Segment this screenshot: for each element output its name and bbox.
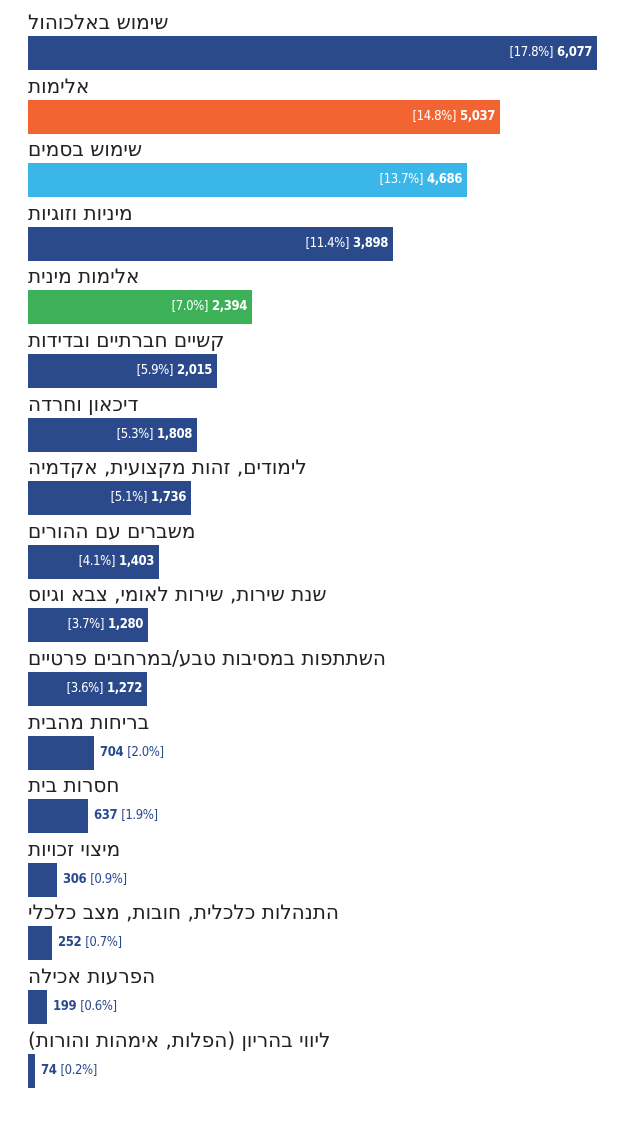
count-label: 74 — [41, 1062, 57, 1078]
bar — [28, 1053, 35, 1088]
value-label: [3.6%] 1,272 — [66, 672, 143, 706]
bar — [28, 163, 467, 198]
percent-label: [17.8%] — [509, 45, 554, 60]
count-label: 1,808 — [157, 426, 192, 442]
percent-label: [2.0%] — [127, 744, 164, 760]
percent-label: [13.7%] — [379, 172, 424, 188]
category-label: התנהלות כלכלית, חובות, מצב כלכלי — [28, 900, 339, 925]
count-label: 637 — [94, 808, 118, 824]
category-label: אלימות מינית — [28, 264, 140, 289]
value-label: 252 [0.7%] — [58, 926, 122, 960]
percent-label: [3.6%] — [66, 681, 104, 696]
bar — [28, 735, 94, 770]
category-label: שימוש באלכוהול — [28, 10, 169, 34]
bar — [28, 608, 148, 643]
count-label: 2,015 — [177, 363, 212, 378]
percent-label: [5.3%] — [116, 426, 154, 442]
category-label: שנת שירות, שירות לאומי, צבא וגיוס — [28, 582, 327, 607]
value-label: [4.1%] 1,403 — [78, 545, 155, 579]
category-label: בריחות מהבית — [28, 709, 150, 734]
category-label: מיניות וזוגיות — [28, 200, 133, 225]
count-label: 1,736 — [151, 490, 186, 506]
count-label: 1,280 — [108, 617, 143, 633]
bar — [28, 862, 57, 897]
percent-label: [7.0%] — [171, 299, 209, 315]
value-label: [11.4%] 3,898 — [305, 227, 389, 261]
bar — [28, 990, 47, 1024]
value-label: [5.1%] 1,736 — [110, 481, 187, 515]
bar — [28, 926, 52, 961]
category-label: השתתפות במסיבות טבע/במרחבים פרטיים — [28, 646, 386, 670]
bar — [28, 417, 197, 452]
value-label: [14.8%] 5,037 — [412, 100, 496, 134]
bar — [28, 799, 88, 834]
value-label: [5.9%] 2,015 — [136, 354, 213, 388]
percent-label: [5.9%] — [136, 363, 174, 378]
category-label: אלימות — [28, 73, 90, 98]
bar — [28, 544, 159, 579]
percent-label: [1.9%] — [121, 808, 158, 824]
category-label: חסרות בית — [28, 773, 120, 798]
count-label: 3,898 — [353, 235, 388, 251]
bar — [28, 99, 500, 134]
percent-label: [11.4%] — [305, 235, 350, 251]
count-label: 4,686 — [427, 172, 462, 188]
percent-label: [4.1%] — [78, 553, 116, 569]
value-label: [17.8%] 6,077 — [509, 36, 593, 70]
count-label: 252 — [58, 935, 82, 951]
count-label: 704 — [100, 744, 124, 760]
percent-label: [3.7%] — [67, 617, 105, 633]
bar — [28, 290, 252, 325]
percent-label: [0.6%] — [80, 999, 117, 1014]
value-label: 74 [0.2%] — [41, 1054, 97, 1088]
value-label: 704 [2.0%] — [100, 736, 164, 770]
bar — [28, 481, 191, 516]
value-label: 306 [0.9%] — [63, 863, 127, 897]
value-label: [3.7%] 1,280 — [67, 608, 144, 642]
count-label: 306 — [63, 871, 87, 887]
category-label: שימוש בסמים — [28, 137, 143, 162]
category-label: הפרעות אכילה — [28, 964, 156, 988]
percent-label: [0.7%] — [85, 935, 122, 951]
count-label: 6,077 — [557, 45, 592, 60]
value-label: [13.7%] 4,686 — [379, 163, 463, 197]
bar — [28, 354, 217, 388]
count-label: 5,037 — [460, 108, 495, 124]
category-label: קשיים חברתיים ובדידות — [28, 328, 225, 352]
value-label: [7.0%] 2,394 — [171, 290, 248, 324]
count-label: 199 — [53, 999, 77, 1014]
category-label: לימודים, זהות מקצועית, אקדמיה — [28, 455, 307, 480]
category-label: משברים עם ההורים — [28, 518, 196, 543]
percent-label: [14.8%] — [412, 108, 457, 124]
value-label: 637 [1.9%] — [94, 799, 158, 833]
percent-label: [0.2%] — [60, 1062, 97, 1078]
category-label: מיצוי זכויות — [28, 836, 121, 861]
category-label: דיכאון וחרדה — [28, 391, 139, 416]
value-label: 199 [0.6%] — [53, 990, 117, 1024]
bar — [28, 36, 597, 70]
percent-label: [5.1%] — [110, 490, 148, 506]
count-label: 1,272 — [107, 681, 142, 696]
count-label: 2,394 — [212, 299, 247, 315]
bar — [28, 226, 393, 261]
value-label: [5.3%] 1,808 — [116, 418, 193, 452]
count-label: 1,403 — [119, 553, 154, 569]
percent-label: [0.9%] — [90, 871, 127, 887]
bar — [28, 672, 147, 706]
category-label: ליווי בהריון (הפלות, אימהות והורות) — [28, 1027, 331, 1052]
